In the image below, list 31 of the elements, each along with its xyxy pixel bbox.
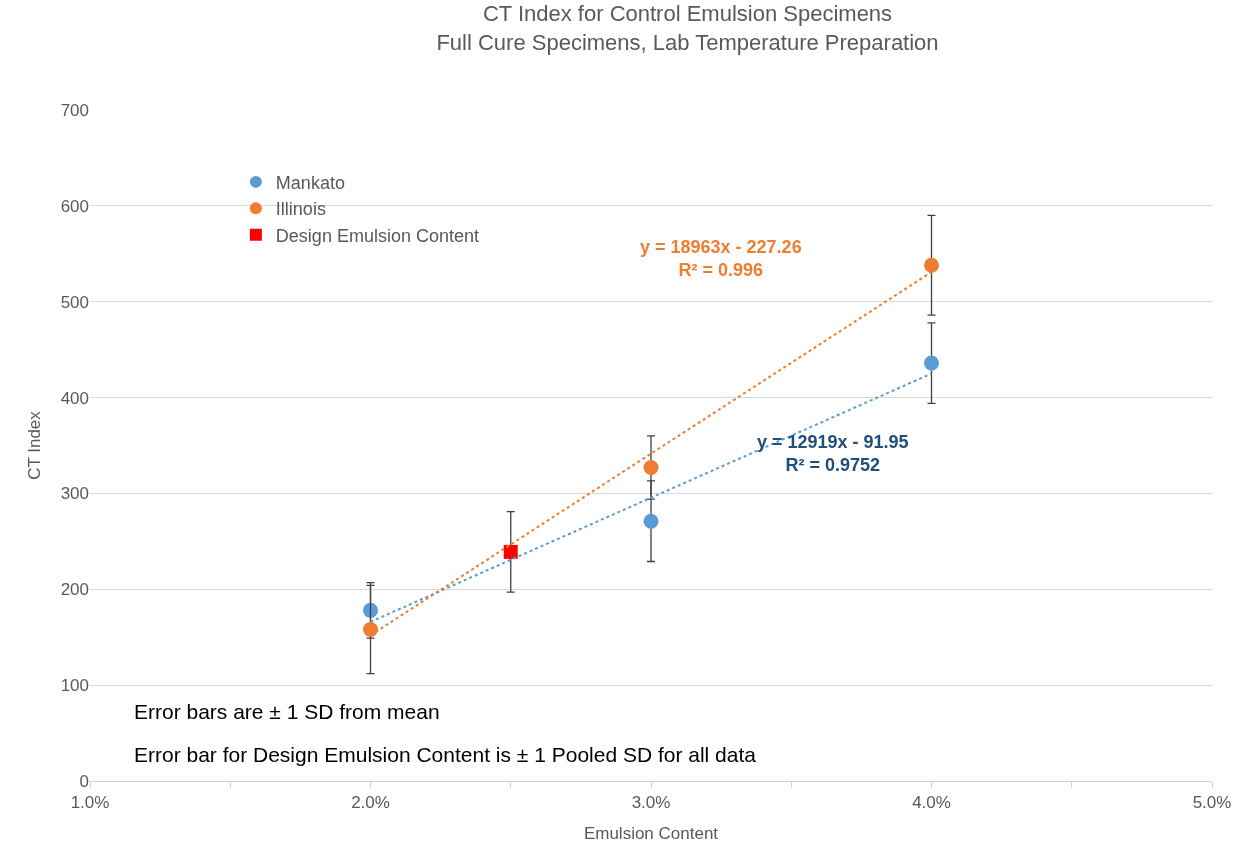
point [643, 513, 659, 529]
point [924, 355, 939, 371]
point [503, 544, 518, 559]
legend-label: Design Emulsion Content [275, 225, 479, 246]
y-tick-label: 500 [60, 292, 89, 312]
x-tick-label: 2.0% [351, 793, 390, 813]
annotation: Error bar for Design Emulsion Content is ± 1 Pooled SD for all data [134, 743, 757, 766]
chart-title: CT Index for Control Emulsion Specimens [482, 1, 893, 27]
x-tick-label: 4.0% [912, 793, 951, 813]
annotation: Error bars are ± 1 SD from mean [134, 700, 440, 723]
y-tick-label: 0 [79, 771, 89, 791]
annotation: y = 12919x - 91.95 R² = 0.9752 [757, 432, 909, 476]
x-tick-label: 5.0% [1192, 793, 1232, 813]
y-tick-label: 600 [60, 196, 89, 216]
legend-label: Illinois [275, 199, 326, 220]
y-tick-label: 200 [60, 580, 89, 600]
x-axis-title: Emulsion Content [583, 823, 719, 843]
point [363, 602, 378, 618]
point [924, 257, 939, 273]
point [643, 460, 659, 476]
x-tick-label: 1.0% [70, 793, 110, 813]
point [363, 622, 378, 638]
annotation: y = 18963x - 227.26 R² = 0.996 [640, 237, 802, 281]
y-tick-label: 400 [60, 388, 89, 408]
y-tick-label: 100 [60, 676, 89, 696]
chart-subtitle: Full Cure Specimens, Lab Temperature Preparation [436, 30, 939, 55]
y-tick-label: 700 [60, 100, 89, 120]
y-axis-title: CT Index [25, 410, 45, 480]
y-tick-label: 300 [60, 484, 89, 504]
legend-label: Mankato [275, 172, 345, 193]
x-tick-label: 3.0% [631, 793, 671, 813]
